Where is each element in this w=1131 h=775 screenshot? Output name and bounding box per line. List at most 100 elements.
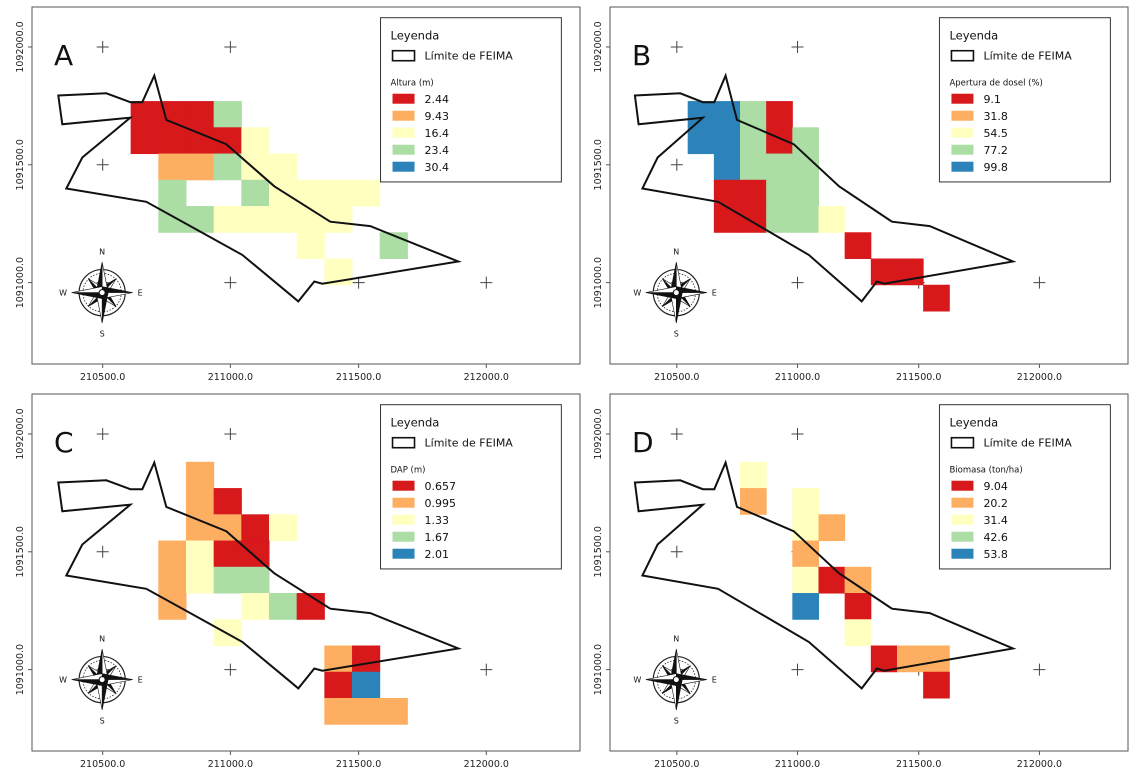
legend-class-label: 42.6 (983, 531, 1008, 544)
legend-class-label: 0.657 (425, 480, 457, 493)
graticule-cross (1033, 276, 1046, 289)
raster-cell (269, 153, 298, 181)
raster-cell (158, 540, 187, 568)
compass-label-w: W (633, 289, 641, 298)
legend-class-swatch (951, 548, 974, 559)
y-tick-label: 1091500.0 (15, 139, 26, 190)
graticule-cross (670, 158, 683, 171)
legend-class-swatch (392, 548, 415, 559)
legend-title: Leyenda (949, 416, 998, 430)
legend-class-swatch (951, 514, 974, 525)
legend-class-swatch (951, 161, 974, 172)
raster-cell (185, 566, 215, 594)
raster-cell (766, 206, 793, 233)
x-tick-label: 211500.0 (336, 759, 381, 770)
raster-cell (766, 101, 793, 128)
legend-class-swatch (392, 161, 415, 172)
x-tick-label: 210500.0 (80, 372, 125, 383)
raster-cell (352, 645, 381, 673)
raster-cell (241, 540, 270, 568)
graticule-cross (224, 427, 237, 440)
legend: Leyenda Límite de FEIMA Altura (m) 2.44 9.43… (380, 17, 562, 183)
raster-cell (213, 619, 242, 647)
legend-title: Leyenda (949, 29, 998, 43)
raster-cell (213, 488, 242, 515)
raster-cell (158, 566, 187, 594)
raster-cell (818, 206, 846, 233)
x-tick-label: 210500.0 (654, 759, 699, 770)
raster-cell (213, 206, 242, 233)
legend-class-label: 2.01 (425, 548, 450, 561)
compass-label-e: E (138, 676, 143, 685)
legend-class-swatch (951, 127, 974, 138)
raster-cell (185, 101, 215, 128)
raster-cell (792, 540, 819, 568)
y-tick-label: 1091000.0 (593, 644, 604, 695)
raster-cell (324, 671, 353, 699)
legend-class-label: 1.67 (425, 531, 450, 544)
raster-cell (241, 514, 270, 542)
compass-center (672, 289, 680, 297)
raster-cell (185, 540, 215, 568)
y-tick-label: 1092000.0 (15, 21, 26, 72)
legend-variable-name: DAP (m) (391, 466, 426, 476)
raster-cell (241, 153, 270, 181)
legend-class-swatch (951, 531, 974, 542)
x-tick-label: 212000.0 (1017, 759, 1062, 770)
legend-boundary-swatch (950, 436, 975, 449)
y-tick-label: 1091000.0 (593, 257, 604, 308)
raster-cell (213, 101, 242, 128)
raster-cell (185, 206, 215, 233)
legend-class-label: 77.2 (983, 144, 1008, 157)
raster-cell (296, 179, 325, 207)
graticule-cross (480, 276, 493, 289)
x-tick-label: 212000.0 (464, 759, 509, 770)
x-tick-label: 212000.0 (1017, 372, 1062, 383)
raster-cell (185, 488, 215, 515)
raster-cell (352, 697, 381, 725)
y-tick-label: 1091000.0 (15, 644, 26, 695)
raster-cell (130, 101, 159, 128)
raster-cell (713, 206, 741, 233)
compass-label-n: N (99, 635, 105, 644)
map-panel-a: 210500.0 211000.0 211500.0 212000.0 1092000.… (15, 6, 581, 383)
feima-boundary (633, 72, 1017, 303)
x-tick-label: 211000.0 (208, 372, 253, 383)
x-tick-label: 212000.0 (464, 372, 509, 383)
raster-cell (130, 127, 159, 155)
legend-boundary-label: Límite de FEIMA (425, 437, 514, 450)
raster-cell (792, 206, 819, 233)
north-arrow-icon: N S E W (59, 635, 142, 726)
legend-class-swatch (951, 93, 974, 104)
raster-cell (792, 127, 819, 155)
panel-letter: C (54, 426, 74, 459)
graticule-cross (670, 40, 683, 53)
raster-cell (923, 671, 950, 699)
compass-label-e: E (712, 289, 717, 298)
legend-class-swatch (392, 480, 415, 491)
legend-class-label: 2.44 (425, 93, 450, 106)
compass-center (98, 289, 106, 297)
raster-cell (379, 232, 408, 260)
legend-class-label: 1.33 (425, 514, 450, 527)
x-tick-label: 210500.0 (80, 759, 125, 770)
compass-label-s: S (100, 717, 105, 726)
legend-class-label: 23.4 (425, 144, 450, 157)
legend: Leyenda Límite de FEIMA Apertura de dosel … (938, 17, 1111, 183)
raster-cell (792, 179, 819, 207)
legend-class-swatch (392, 531, 415, 542)
raster-cell (766, 153, 793, 181)
raster-cell (213, 540, 242, 568)
compass-label-s: S (674, 717, 679, 726)
raster-cell (185, 153, 215, 181)
map-panel-c: 210500.0 211000.0 211500.0 212000.0 1092000.… (15, 393, 581, 770)
legend-boundary-swatch (391, 436, 416, 449)
compass-label-w: W (633, 676, 641, 685)
legend-class-label: 54.5 (983, 127, 1008, 140)
legend-class-label: 9.43 (425, 110, 450, 123)
raster-cell (713, 153, 741, 181)
raster-cell (296, 232, 325, 260)
graticule-cross (96, 158, 109, 171)
graticule-cross (670, 545, 683, 558)
